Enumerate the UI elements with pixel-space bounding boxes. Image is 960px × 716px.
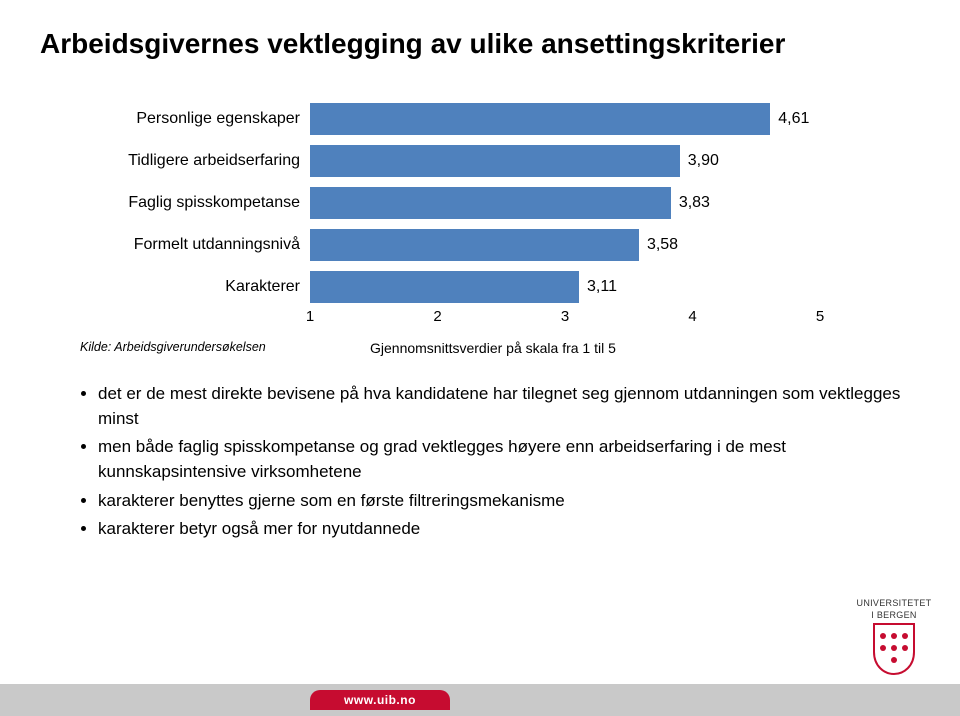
university-logo: UNIVERSITETET I BERGEN [850,599,938,676]
bar-value-label: 3,90 [688,152,719,170]
x-tick: 1 [306,308,314,325]
bullet-item: karakterer benyttes gjerne som en første… [98,489,920,514]
bar [310,271,579,303]
footer-url-pill: www.uib.no [310,690,450,710]
chart-row: Personlige egenskaper 4,61 [80,98,840,140]
category-label: Tidligere arbeidserfaring [80,152,310,170]
category-label: Personlige egenskaper [80,110,310,128]
bar-chart: Personlige egenskaper 4,61 Tidligere arb… [80,98,840,356]
bar-zone: 3,11 [310,266,840,308]
bullet-list: det er de mest direkte bevisene på hva k… [98,382,920,542]
source-label: Kilde: Arbeidsgiverundersøkelsen [80,340,310,356]
logo-text-line2: I BERGEN [850,611,938,620]
category-label: Formelt utdanningsnivå [80,236,310,254]
x-tick: 4 [688,308,696,325]
bar-value-label: 3,58 [647,236,678,254]
bar-value-label: 4,61 [778,110,809,128]
bar [310,145,680,177]
x-tick: 2 [433,308,441,325]
bullet-item: men både faglig spisskompetanse og grad … [98,435,920,484]
shield-icon [870,622,918,676]
slide-page: Arbeidsgivernes vektlegging av ulike ans… [0,0,960,716]
bar-zone: 3,90 [310,140,840,182]
category-label: Faglig spisskompetanse [80,194,310,212]
chart-row: Formelt utdanningsnivå 3,58 [80,224,840,266]
axis-caption: Gjennomsnittsverdier på skala fra 1 til … [310,340,616,356]
x-tick: 5 [816,308,824,325]
bullet-item: karakterer betyr også mer for nyutdanned… [98,517,920,542]
bar [310,187,671,219]
bar-zone: 4,61 [310,98,840,140]
bullet-item: det er de mest direkte bevisene på hva k… [98,382,920,431]
chart-row: Faglig spisskompetanse 3,83 [80,182,840,224]
footer-bar: www.uib.no [0,684,960,716]
page-title: Arbeidsgivernes vektlegging av ulike ans… [40,28,920,60]
footer-url: www.uib.no [344,693,416,707]
x-axis: 1 2 3 4 5 [80,308,840,334]
bar [310,103,770,135]
chart-footer-row: Kilde: Arbeidsgiverundersøkelsen Gjennom… [80,340,840,356]
bar-value-label: 3,11 [587,278,617,296]
bar [310,229,639,261]
category-label: Karakterer [80,278,310,296]
axis-zone: 1 2 3 4 5 [310,308,840,334]
chart-row: Karakterer 3,11 [80,266,840,308]
logo-text-line1: UNIVERSITETET [850,599,938,608]
bar-zone: 3,83 [310,182,840,224]
bar-value-label: 3,83 [679,194,710,212]
x-tick: 3 [561,308,569,325]
chart-row: Tidligere arbeidserfaring 3,90 [80,140,840,182]
bar-zone: 3,58 [310,224,840,266]
